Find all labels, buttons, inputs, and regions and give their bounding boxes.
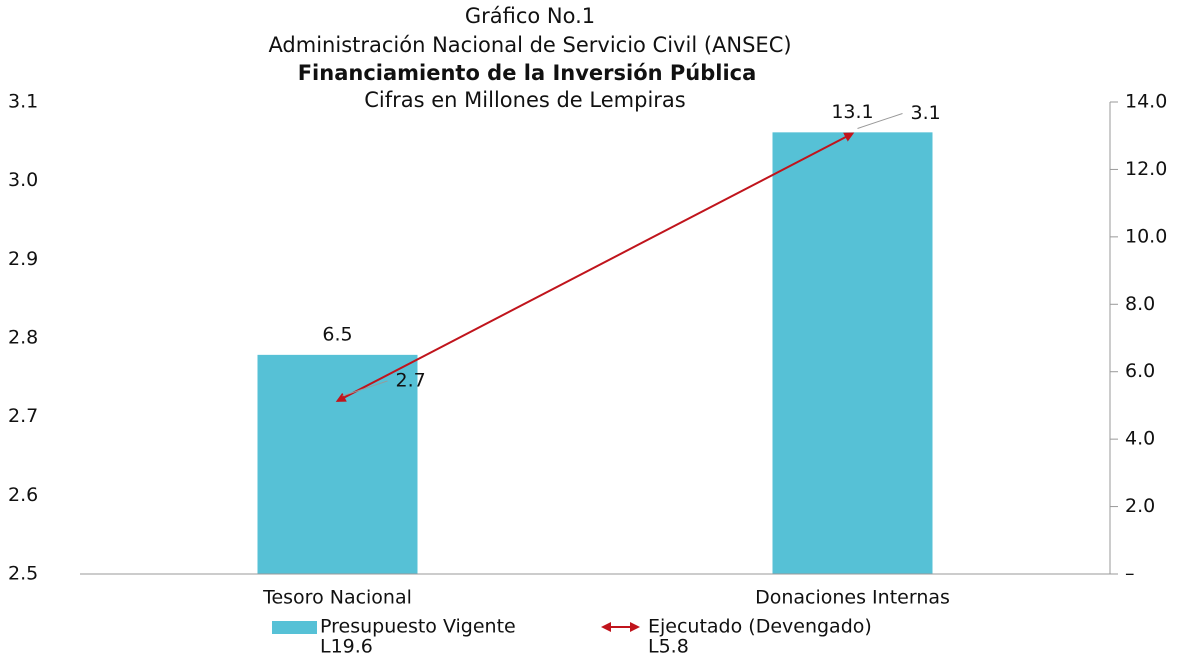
legend-subtitle: L19.6 (320, 636, 373, 656)
y2-tick-label: 2.0 (1125, 495, 1155, 517)
y2-tick-label: 10.0 (1125, 225, 1167, 247)
legend-subtitle: L5.8 (648, 636, 689, 656)
x-tick-label: Tesoro Nacional (262, 587, 412, 609)
y2-tick-label: 12.0 (1125, 158, 1167, 180)
y2-tick-label: – (1125, 563, 1135, 585)
y2-tick-label: 4.0 (1125, 428, 1155, 450)
chart-title: Financiamiento de la Inversión Pública (298, 61, 757, 85)
y2-tick-label: 6.0 (1125, 360, 1155, 382)
legend-label: Ejecutado (Devengado) (648, 616, 872, 638)
chart-subtitle: Cifras en Millones de Lempiras (364, 88, 685, 112)
line (335, 132, 855, 402)
y-tick-label: 2.6 (8, 484, 38, 506)
legend-label: Presupuesto Vigente (320, 616, 516, 638)
leader-line (342, 380, 388, 397)
bar (257, 354, 418, 574)
y-tick-label: 2.7 (8, 405, 38, 427)
data-label: 13.1 (831, 101, 873, 123)
y2-tick-label: 14.0 (1125, 91, 1167, 113)
data-label: 2.7 (396, 369, 426, 391)
x-tick-label: Donaciones Internas (755, 587, 950, 609)
y2-tick-label: 8.0 (1125, 293, 1155, 315)
supertitle: Gráfico No.1 (465, 4, 595, 28)
data-label: 6.5 (322, 323, 352, 345)
data-label: 3.1 (911, 102, 941, 124)
bar (772, 132, 933, 575)
y-tick-label: 3.1 (8, 91, 38, 113)
y-tick-label: 2.5 (8, 563, 38, 585)
supertitle: Administración Nacional de Servicio Civi… (268, 33, 791, 57)
y-tick-label: 2.8 (8, 327, 38, 349)
leader-line (857, 112, 903, 129)
y-tick-label: 2.9 (8, 248, 38, 270)
legend-swatch (272, 621, 317, 634)
y-tick-label: 3.0 (8, 169, 38, 191)
